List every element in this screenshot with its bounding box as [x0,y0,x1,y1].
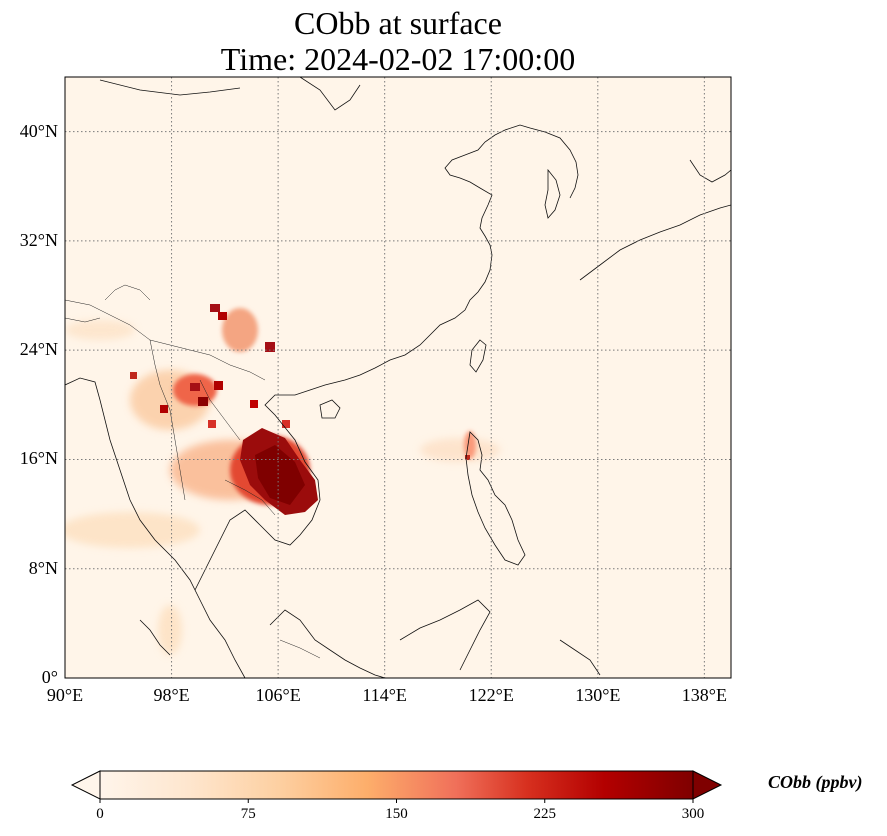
colorbar-high-extend [692,770,723,800]
map-frame [64,76,732,679]
colorbar-low-extend [70,770,101,800]
lon-tick-label: 98°E [153,685,190,705]
lat-tick-label: 0° [41,667,58,687]
country-borders [65,284,321,659]
colorbar-gradient [100,771,693,799]
lon-tick-label: 114°E [362,685,407,705]
map-subtitle-time: Time: 2024-02-02 17:00:00 [220,41,576,77]
colorbar [70,770,723,803]
colorbar-label: CObb (ppbv) [768,772,863,792]
colorbar-ticks [99,799,694,803]
lat-tick-label: 24°N [19,339,58,360]
map-title: CObb at surface [294,5,502,41]
lon-tick-label: 138°E [681,685,727,705]
lon-tick-label: 90°E [46,685,84,705]
lat-tick-label: 32°N [19,229,58,250]
concentration-field [65,304,500,655]
colorbar-tick-label: 0 [96,806,104,822]
colorbar-tick-label: 150 [385,806,408,822]
map-area [65,77,731,678]
gridlines [65,77,731,678]
coastlines [65,77,731,678]
colorbar-tick-label: 300 [681,806,705,822]
lon-tick-label: 106°E [255,685,301,705]
lon-tick-label: 130°E [575,685,621,705]
lat-tick-label: 8°N [28,557,58,578]
lon-tick-label: 122°E [468,685,514,705]
lat-tick-label: 40°N [19,120,58,141]
colorbar-tick-label: 75 [240,806,256,822]
lat-tick-label: 16°N [19,448,58,469]
colorbar-tick-label: 225 [533,806,557,822]
